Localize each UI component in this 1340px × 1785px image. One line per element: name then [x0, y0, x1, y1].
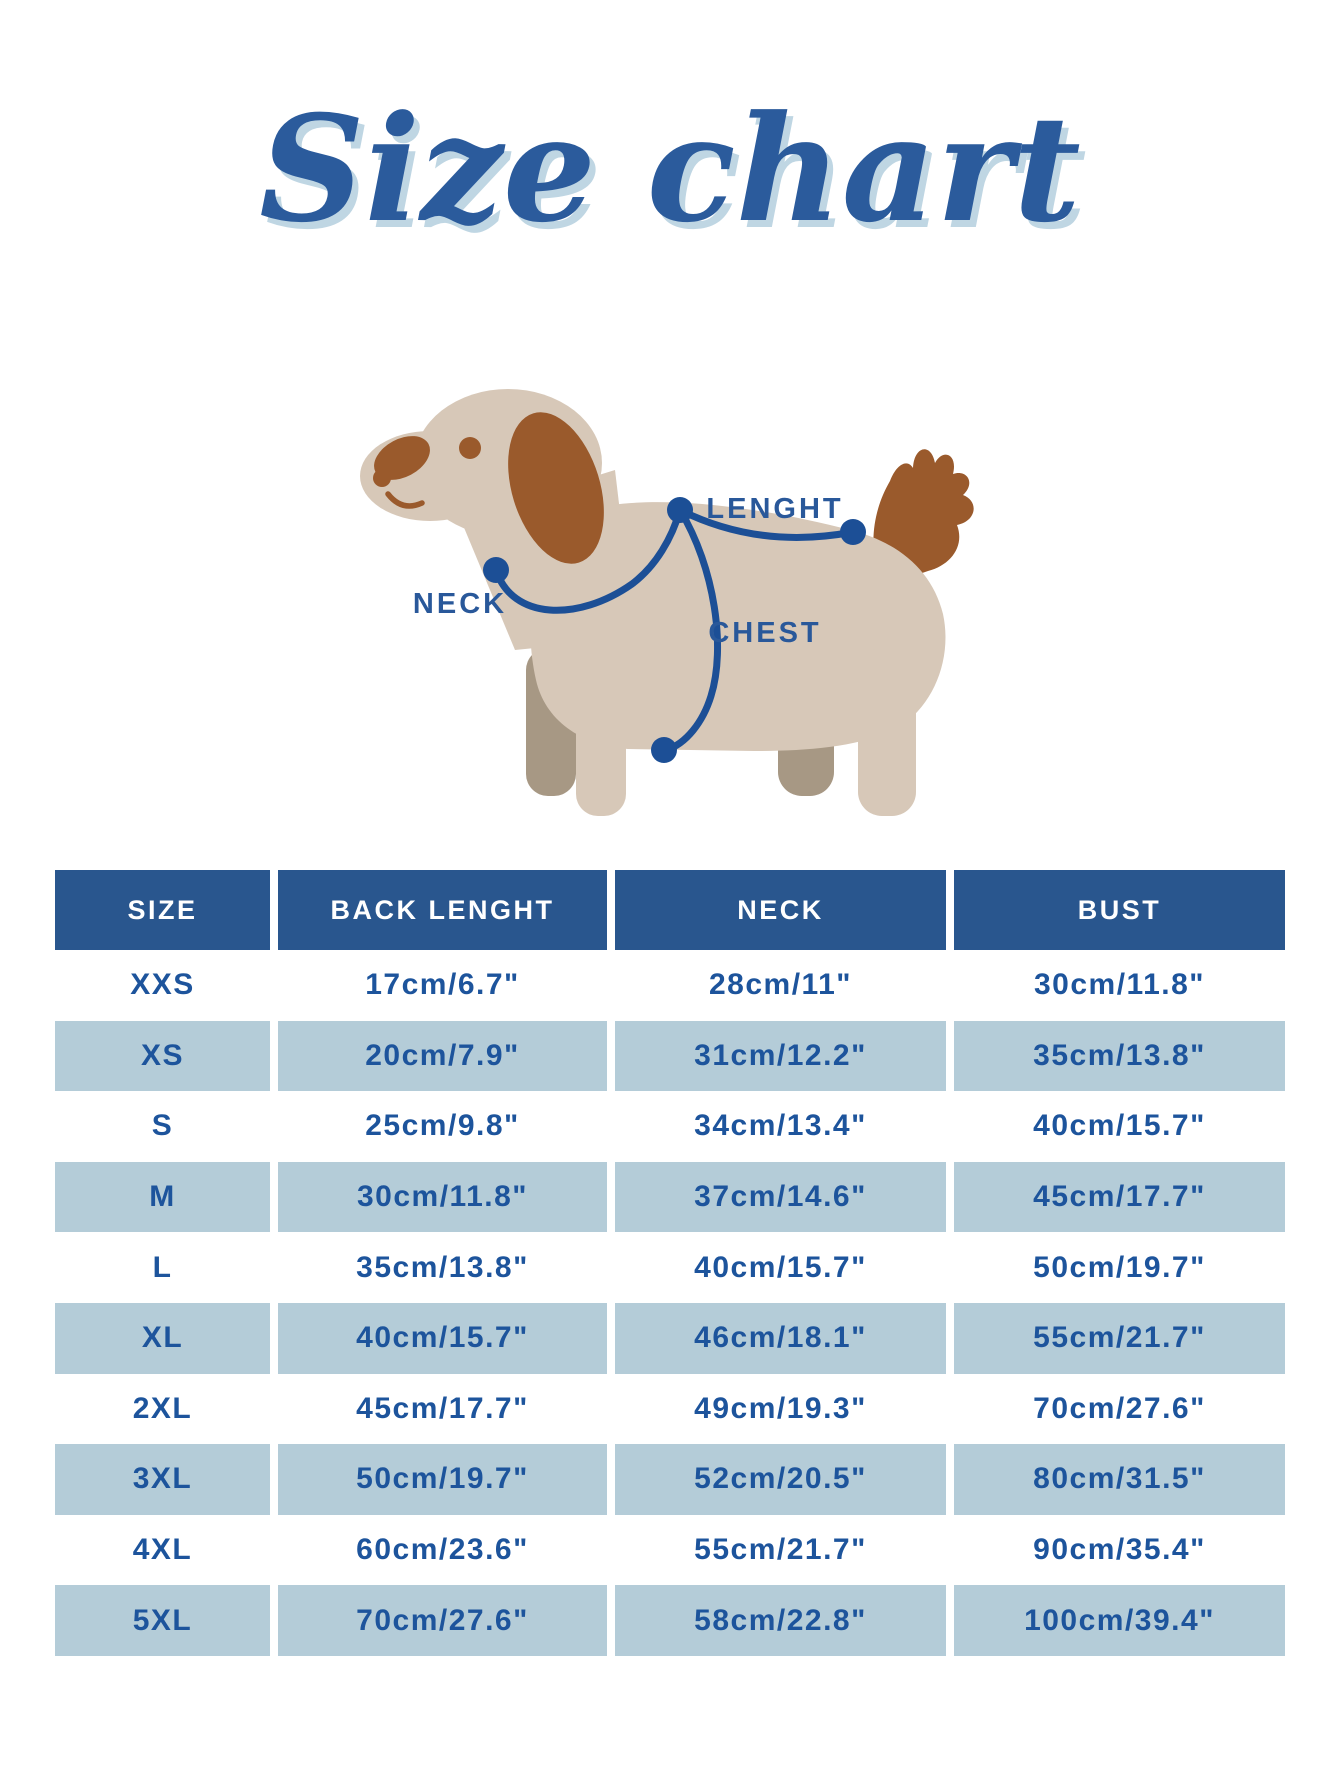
size-cell: M: [55, 1161, 270, 1233]
size-cell: S: [151, 1109, 174, 1143]
bust-cell: 80cm/31.5": [954, 1444, 1285, 1515]
neck-cell: 52cm/20.5": [615, 1444, 946, 1515]
neck-label: NECK: [413, 588, 507, 620]
page-title: Size chart: [259, 84, 1081, 255]
column-header-bust: BUST: [954, 870, 1285, 950]
dog-measurement-figure: LENGHT NECK CHEST: [330, 318, 1010, 823]
length-measure-line: [676, 506, 857, 541]
chest-measure-line: [662, 506, 721, 754]
table-row-5xl: 5XL 70cm/27.6" 58cm/22.8" 100cm/39.4": [55, 1585, 1285, 1656]
bust-cell: 100cm/39.4": [954, 1585, 1285, 1656]
dog-nose: [374, 436, 430, 480]
tail-base-dot: [840, 519, 866, 545]
back-lenght-cell: 25cm/9.8": [365, 1109, 520, 1143]
back-lenght-cell: 20cm/7.9": [278, 1020, 607, 1092]
back-lenght-cell: 45cm/17.7": [356, 1391, 529, 1425]
neck-measure-line: [492, 506, 684, 614]
back-lenght-cell: 35cm/13.8": [356, 1250, 529, 1284]
dog-smile: [385, 491, 425, 509]
measurement-lines: [492, 506, 857, 754]
back-lenght-cell: 30cm/11.8": [278, 1161, 607, 1233]
neck-cell: 46cm/18.1": [615, 1302, 946, 1374]
neck-cell: 34cm/13.4": [694, 1109, 867, 1143]
table-row-3xl: 3XL 50cm/19.7" 52cm/20.5" 80cm/31.5": [55, 1444, 1285, 1515]
table-row-l: L 35cm/13.8" 40cm/15.7" 50cm/19.7": [55, 1232, 1285, 1303]
chest-label: CHEST: [708, 617, 821, 649]
back-lenght-cell: 70cm/27.6": [278, 1585, 607, 1656]
table-header-row: SIZE BACK LENGHT NECK BUST: [55, 870, 1285, 950]
size-cell: XL: [55, 1302, 270, 1374]
table-row-2xl: 2XL 45cm/17.7" 49cm/19.3" 70cm/27.6": [55, 1374, 1285, 1445]
belly-dot: [651, 737, 677, 763]
size-cell: 3XL: [55, 1444, 270, 1515]
bust-cell: 40cm/15.7": [1033, 1109, 1206, 1143]
neck-cell: 40cm/15.7": [694, 1250, 867, 1284]
neck-cell: 28cm/11": [708, 968, 852, 1002]
size-cell: XXS: [130, 968, 195, 1002]
size-cell: L: [152, 1250, 173, 1284]
table-row-xs: XS 20cm/7.9" 31cm/12.2" 35cm/13.8": [55, 1020, 1285, 1092]
measurement-dots: [483, 497, 866, 763]
size-cell: 4XL: [132, 1533, 193, 1567]
size-cell: 2XL: [132, 1391, 193, 1425]
back-lenght-cell: 60cm/23.6": [356, 1533, 529, 1567]
bust-cell: 45cm/17.7": [954, 1161, 1285, 1233]
back-lenght-cell: 40cm/15.7": [278, 1302, 607, 1374]
shoulder-dot: [667, 497, 693, 523]
column-header-size: SIZE: [55, 870, 270, 950]
dog-nose-tip: [373, 469, 391, 487]
bust-cell: 90cm/35.4": [1033, 1533, 1206, 1567]
bust-cell: 70cm/27.6": [1033, 1391, 1206, 1425]
table-row-m: M 30cm/11.8" 37cm/14.6" 45cm/17.7": [55, 1161, 1285, 1233]
bust-cell: 35cm/13.8": [954, 1020, 1285, 1092]
neck-cell: 37cm/14.6": [615, 1161, 946, 1233]
bust-cell: 55cm/21.7": [954, 1302, 1285, 1374]
size-table: SIZE BACK LENGHT NECK BUST XXS 17cm/6.7"…: [55, 870, 1285, 1656]
bust-cell: 50cm/19.7": [1033, 1250, 1206, 1284]
bust-cell: 30cm/11.8": [1033, 968, 1206, 1002]
neck-cell: 31cm/12.2": [615, 1020, 946, 1092]
table-row-xl: XL 40cm/15.7" 46cm/18.1" 55cm/21.7": [55, 1302, 1285, 1374]
dog-illustration-icon: LENGHT NECK CHEST: [360, 389, 974, 816]
size-cell: XS: [55, 1020, 270, 1092]
size-cell: 5XL: [55, 1585, 270, 1656]
neck-cell: 49cm/19.3": [694, 1391, 867, 1425]
table-row-s: S 25cm/9.8" 34cm/13.4" 40cm/15.7": [55, 1091, 1285, 1162]
length-label: LENGHT: [706, 493, 843, 525]
column-header-back-lenght: BACK LENGHT: [278, 870, 607, 950]
dog-ear: [508, 412, 604, 564]
table-row-xxs: XXS 17cm/6.7" 28cm/11" 30cm/11.8": [55, 950, 1285, 1021]
neck-cell: 58cm/22.8": [615, 1585, 946, 1656]
table-row-4xl: 4XL 60cm/23.6" 55cm/21.7" 90cm/35.4": [55, 1515, 1285, 1586]
back-lenght-cell: 17cm/6.7": [365, 968, 520, 1002]
dog-tail: [873, 449, 974, 581]
column-header-neck: NECK: [615, 870, 946, 950]
neck-cell: 55cm/21.7": [694, 1533, 867, 1567]
dog-eye: [459, 437, 481, 459]
neck-dot: [483, 557, 509, 583]
back-lenght-cell: 50cm/19.7": [278, 1444, 607, 1515]
